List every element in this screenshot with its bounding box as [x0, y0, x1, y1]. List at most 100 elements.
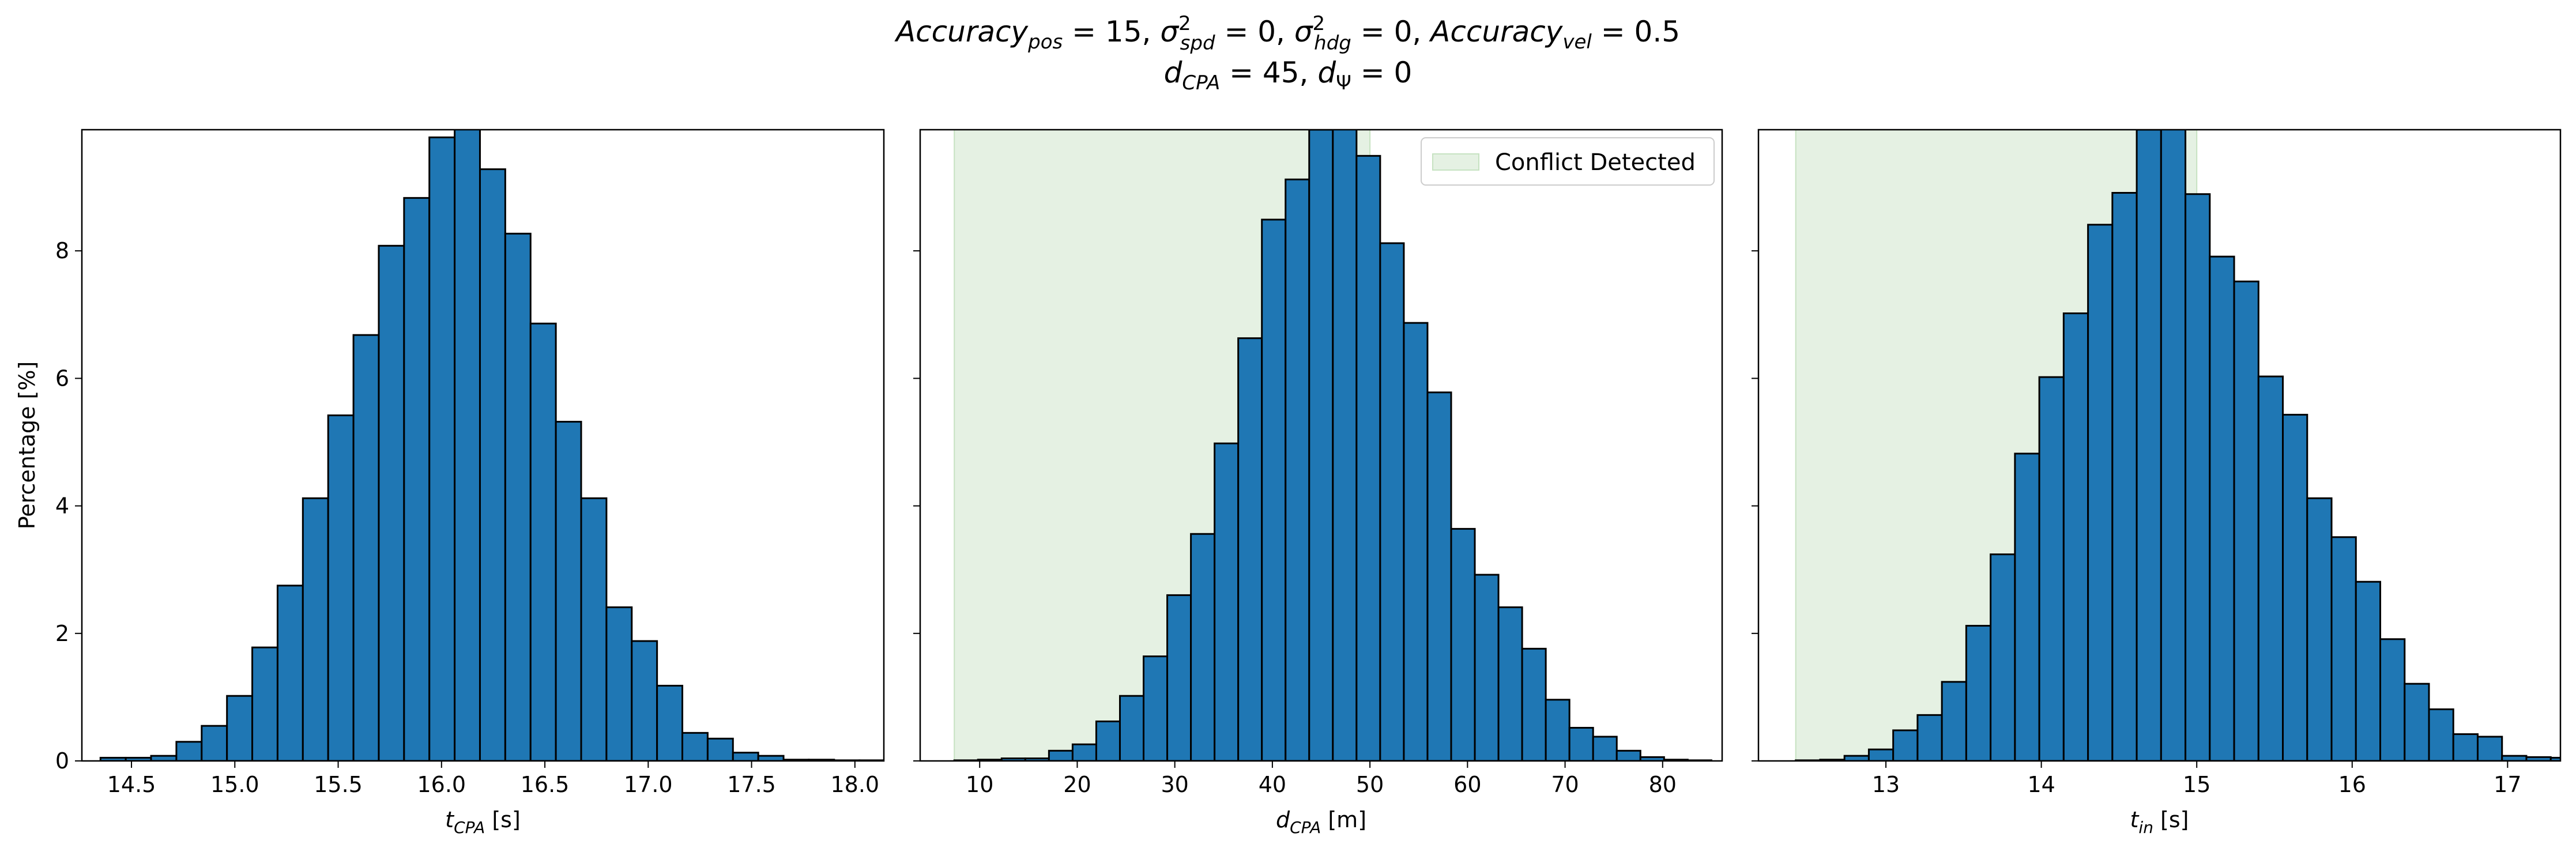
figure-title-line2: dCPA = 45, dΨ = 0 [1164, 56, 1413, 95]
x-tick-label: 15 [2183, 772, 2210, 797]
plot-area [1795, 130, 2560, 761]
figure-title-line1: Accuracypos = 15, σ2 spd = 0, σ2 hdg = 0, … [894, 12, 1680, 55]
histogram-bar [2087, 224, 2114, 761]
subplot-1: 14.5 15.0 15.5 16.0 16.5 17.0 17.5 18.0 0 2 4 6 8 tCP… [14, 129, 885, 837]
histogram-bar [2501, 755, 2528, 761]
x-axis-label: tin [s] [2130, 807, 2189, 837]
x-axis-label-symbol: t [2130, 807, 2140, 832]
histogram-bar [1118, 695, 1145, 761]
histogram-bar [1474, 574, 1500, 761]
histogram-bar [2111, 192, 2138, 761]
x-tick-label: 18.0 [831, 772, 880, 797]
histogram-bar [175, 741, 203, 761]
histogram-bar [1379, 242, 1405, 761]
histogram-bar [1261, 218, 1287, 761]
histogram-bar [1497, 606, 1523, 761]
x-tick-label: 50 [1356, 772, 1384, 797]
histogram-bar [302, 497, 329, 761]
x-tick-label: 20 [1063, 772, 1091, 797]
histogram-bar [2330, 536, 2357, 761]
y-tick-label: 0 [55, 748, 69, 774]
histogram-bar [555, 421, 582, 761]
histogram-bar [1426, 391, 1452, 761]
x-tick-label: 30 [1161, 772, 1188, 797]
histogram-bar [1843, 755, 1870, 761]
histogram-bar [2038, 376, 2065, 761]
histogram-bar [2452, 733, 2479, 761]
x-tick-label: 17.0 [624, 772, 673, 797]
x-tick-label: 14.5 [107, 772, 156, 797]
histogram-bar [1568, 726, 1594, 761]
histogram-bar [732, 752, 759, 761]
histogram-bar [2062, 312, 2089, 761]
histogram-bar [1916, 714, 1943, 761]
histogram-bar [580, 497, 608, 761]
histogram-bar [706, 737, 734, 761]
histogram-bar [150, 755, 178, 761]
x-tick-label: 16 [2338, 772, 2366, 797]
histogram-bar [2282, 413, 2308, 761]
histogram-bar [1237, 337, 1263, 761]
histogram-bar [1308, 130, 1334, 761]
legend-label: Conflict Detected [1495, 149, 1696, 176]
histogram-bar [2428, 708, 2454, 761]
histogram-bar [1355, 154, 1381, 761]
histogram-bar [2476, 736, 2503, 761]
histogram-bar [2355, 580, 2382, 761]
histogram-bar [2160, 130, 2187, 761]
x-axis-label-subscript: CPA [1290, 818, 1321, 837]
plot-area [953, 130, 1712, 761]
histogram-bar [2185, 193, 2211, 761]
histogram-bar [1143, 655, 1169, 761]
subplot-3: 13 14 15 16 17 tin [s] [1752, 129, 2562, 837]
histogram-bar [1592, 736, 1618, 761]
x-axis-label-unit: [s] [485, 807, 521, 832]
histogram-bar [1941, 681, 1967, 761]
histogram-bar [681, 732, 709, 761]
histogram-bar [2257, 375, 2284, 761]
x-tick-label: 40 [1259, 772, 1286, 797]
x-axis-label: dCPA [m] [1276, 807, 1366, 837]
legend-box [1421, 137, 1715, 186]
histogram-bar [2379, 638, 2406, 761]
x-axis-label-symbol: d [1276, 807, 1290, 832]
axes-frame [1757, 129, 2562, 762]
x-tick-label: 60 [1453, 772, 1481, 797]
x-tick-label: 17 [2494, 772, 2521, 797]
legend-swatch [1432, 153, 1479, 171]
histogram-bar [251, 646, 278, 761]
x-tick-label: 10 [966, 772, 993, 797]
histogram-bar [1545, 699, 1571, 761]
x-tick-label: 16.0 [417, 772, 466, 797]
histogram-bar [352, 334, 380, 761]
histogram-bar [1332, 130, 1358, 761]
histogram-bar [1071, 743, 1097, 761]
histogram-bar [2209, 255, 2235, 761]
y-tick-label: 8 [55, 238, 69, 263]
histogram-bar [2404, 683, 2430, 761]
histogram-bar [454, 130, 481, 761]
axes-frame [919, 129, 1723, 762]
histogram-bar [1048, 749, 1074, 761]
histogram-bar [2549, 756, 2560, 761]
legend: Conflict Detected [1421, 137, 1715, 186]
histogram-bar [1990, 553, 2016, 761]
histogram-bar [1095, 720, 1121, 761]
x-axis-label: tCPA [s] [445, 807, 521, 837]
histogram-bar [2306, 497, 2333, 761]
histogram-bar [428, 136, 456, 761]
x-axis-label-subscript: CPA [454, 818, 485, 837]
histogram-bar [2014, 453, 2040, 761]
histogram-bar [631, 640, 658, 761]
histogram-bar [1403, 322, 1429, 761]
histogram-bar [1166, 594, 1192, 761]
x-tick-label: 15.0 [210, 772, 259, 797]
y-axis-label: Percentage [%] [14, 361, 40, 530]
plot-area [99, 130, 884, 761]
histogram-bar [378, 244, 405, 761]
histogram-bar [1450, 527, 1476, 761]
y-tick-label: 2 [55, 621, 69, 646]
histogram-bar [504, 232, 532, 761]
histogram-bar [1867, 748, 1895, 761]
histogram-bar [1965, 625, 1992, 761]
